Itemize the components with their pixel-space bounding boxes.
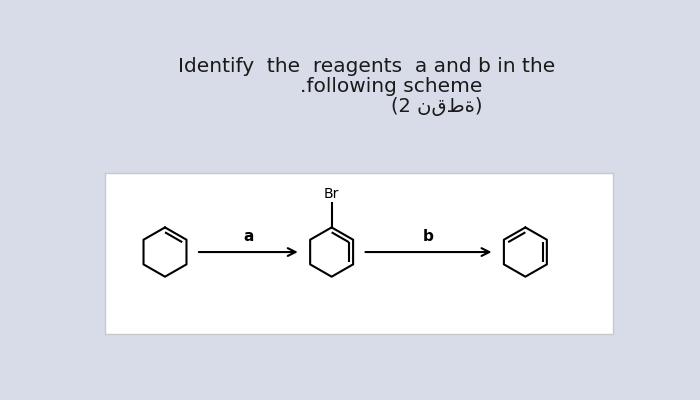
Text: (2 نقطة): (2 نقطة) — [391, 97, 483, 116]
Text: Br: Br — [324, 187, 340, 201]
Text: b: b — [423, 229, 434, 244]
Text: .following scheme: .following scheme — [300, 77, 483, 96]
Text: a: a — [243, 229, 253, 244]
Text: Identify  the  reagents  a and b in the: Identify the reagents a and b in the — [178, 57, 555, 76]
Bar — [104, 173, 613, 334]
